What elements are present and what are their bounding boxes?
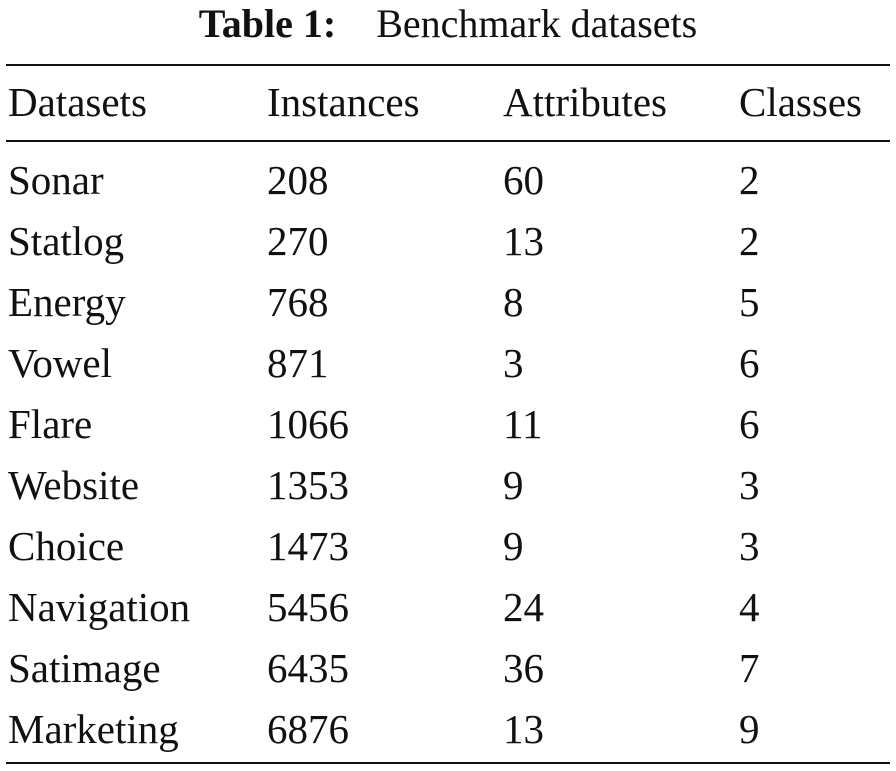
cell-dataset: Satimage — [8, 645, 161, 691]
table-header-row: Datasets Instances Attributes Classes — [0, 74, 896, 130]
cell-attributes: 3 — [503, 340, 524, 386]
cell-instances: 5456 — [267, 584, 349, 630]
table-row: Navigation 5456 24 4 — [0, 579, 896, 635]
cell-attributes: 24 — [503, 584, 544, 630]
cell-classes: 9 — [739, 706, 760, 752]
cell-classes: 2 — [739, 218, 760, 264]
table-row: Flare 1066 11 6 — [0, 396, 896, 452]
cell-classes: 6 — [739, 340, 760, 386]
table-caption: Table 1: Benchmark datasets — [0, 2, 896, 46]
cell-attributes: 60 — [503, 157, 544, 203]
bottom-rule — [6, 762, 890, 764]
cell-dataset: Website — [8, 462, 140, 508]
cell-classes: 6 — [739, 401, 760, 447]
cell-attributes: 11 — [503, 401, 543, 447]
cell-dataset: Marketing — [8, 706, 179, 752]
cell-dataset: Flare — [8, 401, 93, 447]
table-row: Sonar 208 60 2 — [0, 152, 896, 208]
caption-label: Table 1: — [198, 1, 337, 46]
cell-classes: 3 — [739, 523, 760, 569]
table-row: Satimage 6435 36 7 — [0, 640, 896, 696]
table-row: Vowel 871 3 6 — [0, 335, 896, 391]
cell-attributes: 13 — [503, 218, 544, 264]
cell-attributes: 13 — [503, 706, 544, 752]
header-attributes: Attributes — [503, 79, 667, 125]
header-instances: Instances — [267, 79, 420, 125]
header-datasets: Datasets — [8, 79, 147, 125]
cell-dataset: Sonar — [8, 157, 104, 203]
cell-classes: 2 — [739, 157, 760, 203]
table-row: Statlog 270 13 2 — [0, 213, 896, 269]
cell-dataset: Energy — [8, 279, 126, 325]
cell-instances: 1066 — [267, 401, 349, 447]
cell-classes: 3 — [739, 462, 760, 508]
cell-instances: 270 — [267, 218, 329, 264]
cell-instances: 6435 — [267, 645, 349, 691]
table-row: Energy 768 8 5 — [0, 274, 896, 330]
table-row: Website 1353 9 3 — [0, 457, 896, 513]
header-classes: Classes — [739, 79, 862, 125]
cell-attributes: 8 — [503, 279, 524, 325]
top-rule — [6, 64, 890, 66]
cell-instances: 6876 — [267, 706, 349, 752]
table-row: Choice 1473 9 3 — [0, 518, 896, 574]
cell-dataset: Choice — [8, 523, 125, 569]
cell-classes: 5 — [739, 279, 760, 325]
cell-dataset: Vowel — [8, 340, 113, 386]
caption-title: Benchmark datasets — [376, 1, 698, 46]
cell-dataset: Statlog — [8, 218, 125, 264]
header-rule — [6, 140, 890, 142]
cell-attributes: 36 — [503, 645, 544, 691]
cell-attributes: 9 — [503, 462, 524, 508]
caption-spacer — [346, 1, 366, 46]
cell-classes: 7 — [739, 645, 760, 691]
cell-instances: 871 — [267, 340, 329, 386]
cell-instances: 1353 — [267, 462, 349, 508]
cell-dataset: Navigation — [8, 584, 191, 630]
cell-instances: 1473 — [267, 523, 349, 569]
cell-instances: 208 — [267, 157, 329, 203]
cell-classes: 4 — [739, 584, 760, 630]
table-row: Marketing 6876 13 9 — [0, 701, 896, 757]
cell-attributes: 9 — [503, 523, 524, 569]
cell-instances: 768 — [267, 279, 329, 325]
